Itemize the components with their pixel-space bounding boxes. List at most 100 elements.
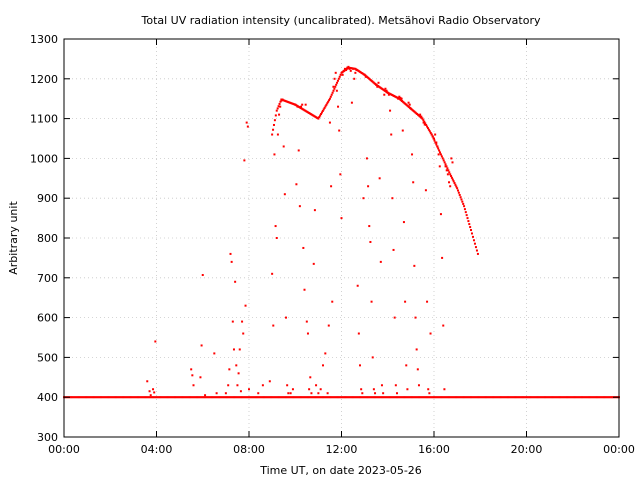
data-point bbox=[357, 332, 360, 335]
data-point bbox=[393, 316, 396, 319]
data-point bbox=[398, 396, 401, 399]
data-point bbox=[422, 121, 425, 124]
data-point bbox=[301, 103, 304, 106]
data-point bbox=[481, 396, 484, 399]
data-point bbox=[609, 396, 612, 399]
data-point bbox=[317, 396, 320, 399]
data-point bbox=[248, 396, 250, 399]
data-point bbox=[437, 147, 440, 150]
data-point bbox=[180, 396, 183, 399]
data-point bbox=[298, 205, 301, 208]
data-point bbox=[266, 396, 269, 399]
data-point bbox=[215, 396, 218, 399]
data-point bbox=[97, 396, 100, 399]
data-point bbox=[326, 396, 329, 399]
data-point bbox=[508, 396, 511, 399]
data-point bbox=[116, 396, 119, 399]
data-point bbox=[430, 396, 433, 399]
data-point bbox=[382, 396, 385, 399]
data-point bbox=[374, 396, 377, 399]
data-point bbox=[471, 396, 474, 399]
data-point bbox=[404, 396, 407, 399]
data-point bbox=[428, 396, 431, 399]
data-point bbox=[404, 300, 407, 303]
data-point bbox=[328, 396, 331, 399]
data-point bbox=[317, 392, 320, 395]
data-point bbox=[547, 396, 550, 399]
data-point bbox=[370, 300, 373, 303]
data-point bbox=[411, 153, 414, 156]
data-point bbox=[582, 396, 585, 399]
data-point bbox=[98, 396, 101, 399]
data-point bbox=[409, 107, 412, 110]
data-point bbox=[503, 396, 506, 399]
data-point bbox=[74, 396, 77, 399]
data-point bbox=[419, 113, 422, 116]
data-point bbox=[303, 396, 306, 399]
data-point bbox=[310, 392, 313, 395]
data-point bbox=[490, 396, 493, 399]
data-point bbox=[374, 392, 377, 395]
data-point bbox=[308, 388, 311, 391]
data-point bbox=[445, 169, 448, 172]
data-point bbox=[378, 177, 381, 180]
data-point bbox=[279, 396, 282, 399]
data-point bbox=[80, 396, 83, 399]
data-point bbox=[423, 123, 426, 126]
data-point bbox=[522, 396, 525, 399]
data-point bbox=[287, 396, 290, 399]
data-point bbox=[437, 396, 440, 399]
data-point bbox=[272, 123, 275, 126]
data-point bbox=[201, 274, 204, 277]
data-point bbox=[76, 396, 79, 399]
data-point bbox=[354, 71, 357, 74]
data-point bbox=[342, 69, 345, 72]
data-point bbox=[476, 252, 479, 255]
data-point bbox=[261, 396, 264, 399]
data-point bbox=[289, 392, 292, 395]
data-point bbox=[417, 396, 420, 399]
data-point bbox=[498, 396, 501, 399]
data-point bbox=[248, 388, 250, 391]
data-point bbox=[168, 396, 171, 399]
data-point bbox=[392, 248, 395, 251]
data-point bbox=[346, 66, 349, 69]
data-point bbox=[242, 396, 245, 399]
data-point bbox=[397, 396, 400, 399]
data-point bbox=[219, 396, 222, 399]
data-point bbox=[436, 396, 439, 399]
data-point bbox=[286, 384, 289, 387]
data-point bbox=[456, 187, 459, 190]
data-point bbox=[273, 153, 276, 156]
data-point bbox=[224, 392, 227, 395]
data-point bbox=[330, 185, 333, 188]
data-point bbox=[466, 396, 469, 399]
data-point bbox=[535, 396, 538, 399]
data-point bbox=[461, 200, 464, 203]
data-point bbox=[320, 111, 323, 114]
data-point bbox=[526, 396, 529, 399]
data-point bbox=[241, 320, 244, 323]
data-point bbox=[359, 396, 361, 399]
data-point bbox=[133, 396, 136, 399]
data-point bbox=[448, 171, 451, 174]
data-point bbox=[570, 396, 573, 399]
data-point bbox=[485, 396, 488, 399]
data-point bbox=[383, 396, 386, 399]
data-point bbox=[451, 161, 454, 164]
data-point bbox=[400, 396, 403, 399]
data-point bbox=[357, 396, 360, 399]
data-point bbox=[433, 139, 436, 142]
data-point bbox=[350, 101, 353, 104]
data-point bbox=[268, 396, 271, 399]
data-point bbox=[442, 159, 445, 162]
data-point bbox=[192, 384, 195, 387]
data-point bbox=[527, 396, 530, 399]
data-point bbox=[289, 396, 292, 399]
data-point bbox=[271, 272, 274, 275]
data-point bbox=[275, 237, 278, 239]
data-point bbox=[346, 396, 349, 399]
data-point bbox=[308, 396, 311, 399]
data-point bbox=[229, 396, 232, 399]
data-point bbox=[451, 178, 454, 181]
